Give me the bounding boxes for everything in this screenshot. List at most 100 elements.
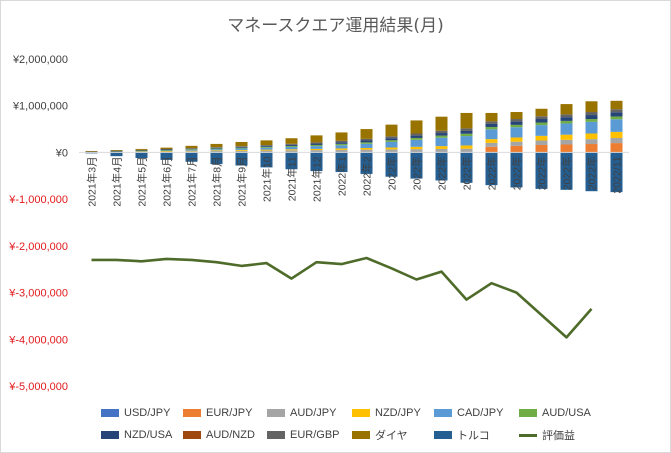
legend-item: USD/JPY <box>101 407 183 419</box>
bar-segment <box>185 152 198 162</box>
bar-segment <box>360 143 373 148</box>
bar-segment <box>560 144 573 153</box>
y-tick-label: ¥2,000,000 <box>12 54 68 66</box>
bar-segment <box>560 104 573 115</box>
bar-segment <box>360 149 373 153</box>
bar-segment <box>435 148 448 153</box>
bar-segment <box>210 147 223 149</box>
bar-segment <box>485 142 498 147</box>
bar-segment <box>460 148 473 153</box>
bar-segment <box>360 147 373 150</box>
legend-swatch <box>267 431 285 439</box>
chart-title: マネースクエア運用結果(月) <box>227 16 444 36</box>
bar-segment <box>235 148 248 150</box>
bar-segment <box>310 152 323 172</box>
bar-segment <box>160 150 173 152</box>
bar-segment <box>360 152 373 174</box>
bar-segment <box>510 141 523 146</box>
bar-segment <box>235 149 248 151</box>
bar-segment <box>335 140 348 143</box>
legend-swatch <box>183 431 201 439</box>
bar-segment <box>410 137 423 140</box>
bar-segment <box>310 150 323 153</box>
bar-segment <box>460 133 473 137</box>
legend-item: 評価益 <box>519 427 599 443</box>
bar-segment <box>285 143 298 145</box>
legend-label: トルコ <box>457 430 490 442</box>
y-tick-label: ¥-3,000,000 <box>8 288 68 300</box>
bar-segment <box>235 152 248 166</box>
bar-segment <box>110 150 123 152</box>
legend-swatch <box>519 409 537 417</box>
bar-segment <box>585 101 598 113</box>
bar-segment <box>585 121 598 134</box>
legend-label: NZD/JPY <box>375 407 421 419</box>
x-tick-label: 2022年1 <box>336 156 349 196</box>
bar-segment <box>485 146 498 153</box>
bar-segment <box>560 139 573 145</box>
bar-segment <box>610 100 623 110</box>
y-tick-label: ¥1,000,000 <box>12 101 68 113</box>
bar-segment <box>610 143 623 153</box>
bar-segment <box>435 146 448 149</box>
bar-segment <box>335 132 348 141</box>
bar-segment <box>135 150 148 152</box>
bar-segment <box>485 112 498 122</box>
legend-swatch <box>101 431 119 439</box>
x-tick-label: 2022年 <box>561 156 574 190</box>
x-tick-label: 2022年 <box>436 156 449 190</box>
legend-item: トルコ <box>434 427 519 443</box>
bar-segment <box>385 147 398 150</box>
x-tick-label: 2021年8月 <box>211 156 224 206</box>
bar-segment <box>560 117 573 121</box>
bar-segment <box>285 150 298 153</box>
x-tick-label: 2022/11 <box>612 156 624 193</box>
bar-segment <box>335 152 348 173</box>
bar-segment <box>385 138 398 141</box>
bar-segment <box>460 130 473 134</box>
bar-segment <box>210 147 223 148</box>
bar-segment <box>260 149 273 151</box>
legend-swatch <box>434 409 452 417</box>
bar-segment <box>560 123 573 135</box>
bar-segment <box>310 135 323 143</box>
bar-segment <box>460 145 473 149</box>
bar-segment <box>135 149 148 151</box>
legend-swatch <box>101 409 119 417</box>
legend-item: AUD/JPY <box>267 407 352 419</box>
bar-segment <box>160 149 173 150</box>
bar-segment <box>535 108 548 117</box>
bar-segment <box>185 151 198 153</box>
y-tick-label: ¥-4,000,000 <box>8 334 68 346</box>
bar-segment <box>410 149 423 153</box>
bar-segment <box>485 139 498 143</box>
bar-segment <box>460 136 473 146</box>
bar-segment <box>335 149 348 153</box>
bar-segment <box>560 120 573 124</box>
bar-segment <box>210 149 223 151</box>
legend-item: AUD/USA <box>519 407 599 419</box>
bar-segment <box>260 147 273 150</box>
bar-segment <box>460 152 473 183</box>
bar-segment <box>185 149 198 151</box>
bar-segment <box>185 148 198 149</box>
bar-segment <box>360 129 373 139</box>
bar-segment <box>235 146 248 148</box>
x-tick-label: 2021年3月 <box>86 156 99 206</box>
bar-segment <box>510 145 523 153</box>
bar-segment <box>510 152 523 188</box>
bar-segment <box>410 120 423 134</box>
bar-segment <box>560 134 573 140</box>
bar-segment <box>85 151 98 153</box>
x-tick-label: 2022年 <box>411 156 424 190</box>
bar-segment <box>385 140 398 142</box>
bar-segment <box>485 152 498 186</box>
y-tick-label: ¥0 <box>55 147 68 159</box>
legend-label: EUR/JPY <box>206 407 253 419</box>
bar-segment <box>335 142 348 144</box>
bar-segment <box>260 152 273 168</box>
bar-segment <box>610 137 623 144</box>
bar-segment <box>335 145 348 149</box>
x-tick-label: 2022年2 <box>361 156 374 196</box>
